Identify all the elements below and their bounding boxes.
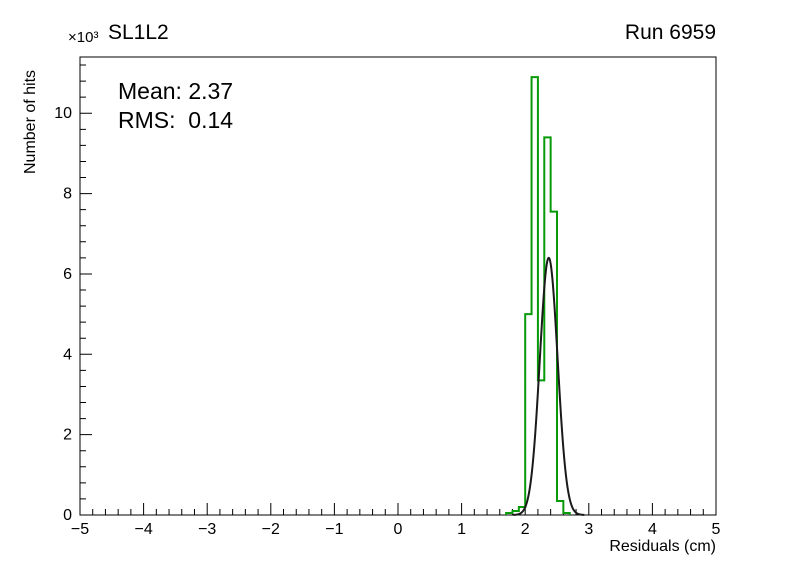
x-tick-label: 2 (521, 521, 530, 538)
run-number-label: Run 6959 (624, 21, 716, 44)
stat-mean-label: Mean: 2.37 (118, 78, 234, 104)
x-tick-label: 0 (394, 521, 403, 538)
y-tick-label: 0 (63, 507, 72, 524)
x-tick-label: −4 (134, 521, 152, 538)
x-tick-label: −5 (71, 521, 89, 538)
axes (79, 56, 717, 516)
x-tick-label: −2 (262, 521, 280, 538)
y-tick-label: 2 (63, 427, 72, 444)
tick-labels: −5 −4 −3 −2 −1 0 1 2 3 4 5 0 2 4 6 8 10 (54, 105, 720, 538)
y-axis-title: Number of hits (22, 69, 39, 174)
x-tick-label: 1 (457, 521, 466, 538)
x-tick-label: 3 (584, 521, 593, 538)
x-axis-title: Residuals (cm) (609, 538, 716, 555)
y-tick-label: 4 (63, 346, 72, 363)
x-tick-label: 4 (648, 521, 657, 538)
x-tick-label: −1 (325, 521, 343, 538)
plot-title: SL1L2 (108, 21, 169, 44)
x-tick-label: 5 (712, 521, 721, 538)
x-tick-label: −3 (198, 521, 216, 538)
y-tick-label: 10 (54, 105, 72, 122)
stat-rms-label: RMS: 0.14 (118, 107, 234, 133)
fit-curve (513, 256, 585, 516)
y-axis-multiplier: ×10³ (68, 29, 99, 46)
histogram-series (505, 76, 571, 515)
y-tick-label: 8 (63, 186, 72, 203)
y-tick-label: 6 (63, 266, 72, 283)
